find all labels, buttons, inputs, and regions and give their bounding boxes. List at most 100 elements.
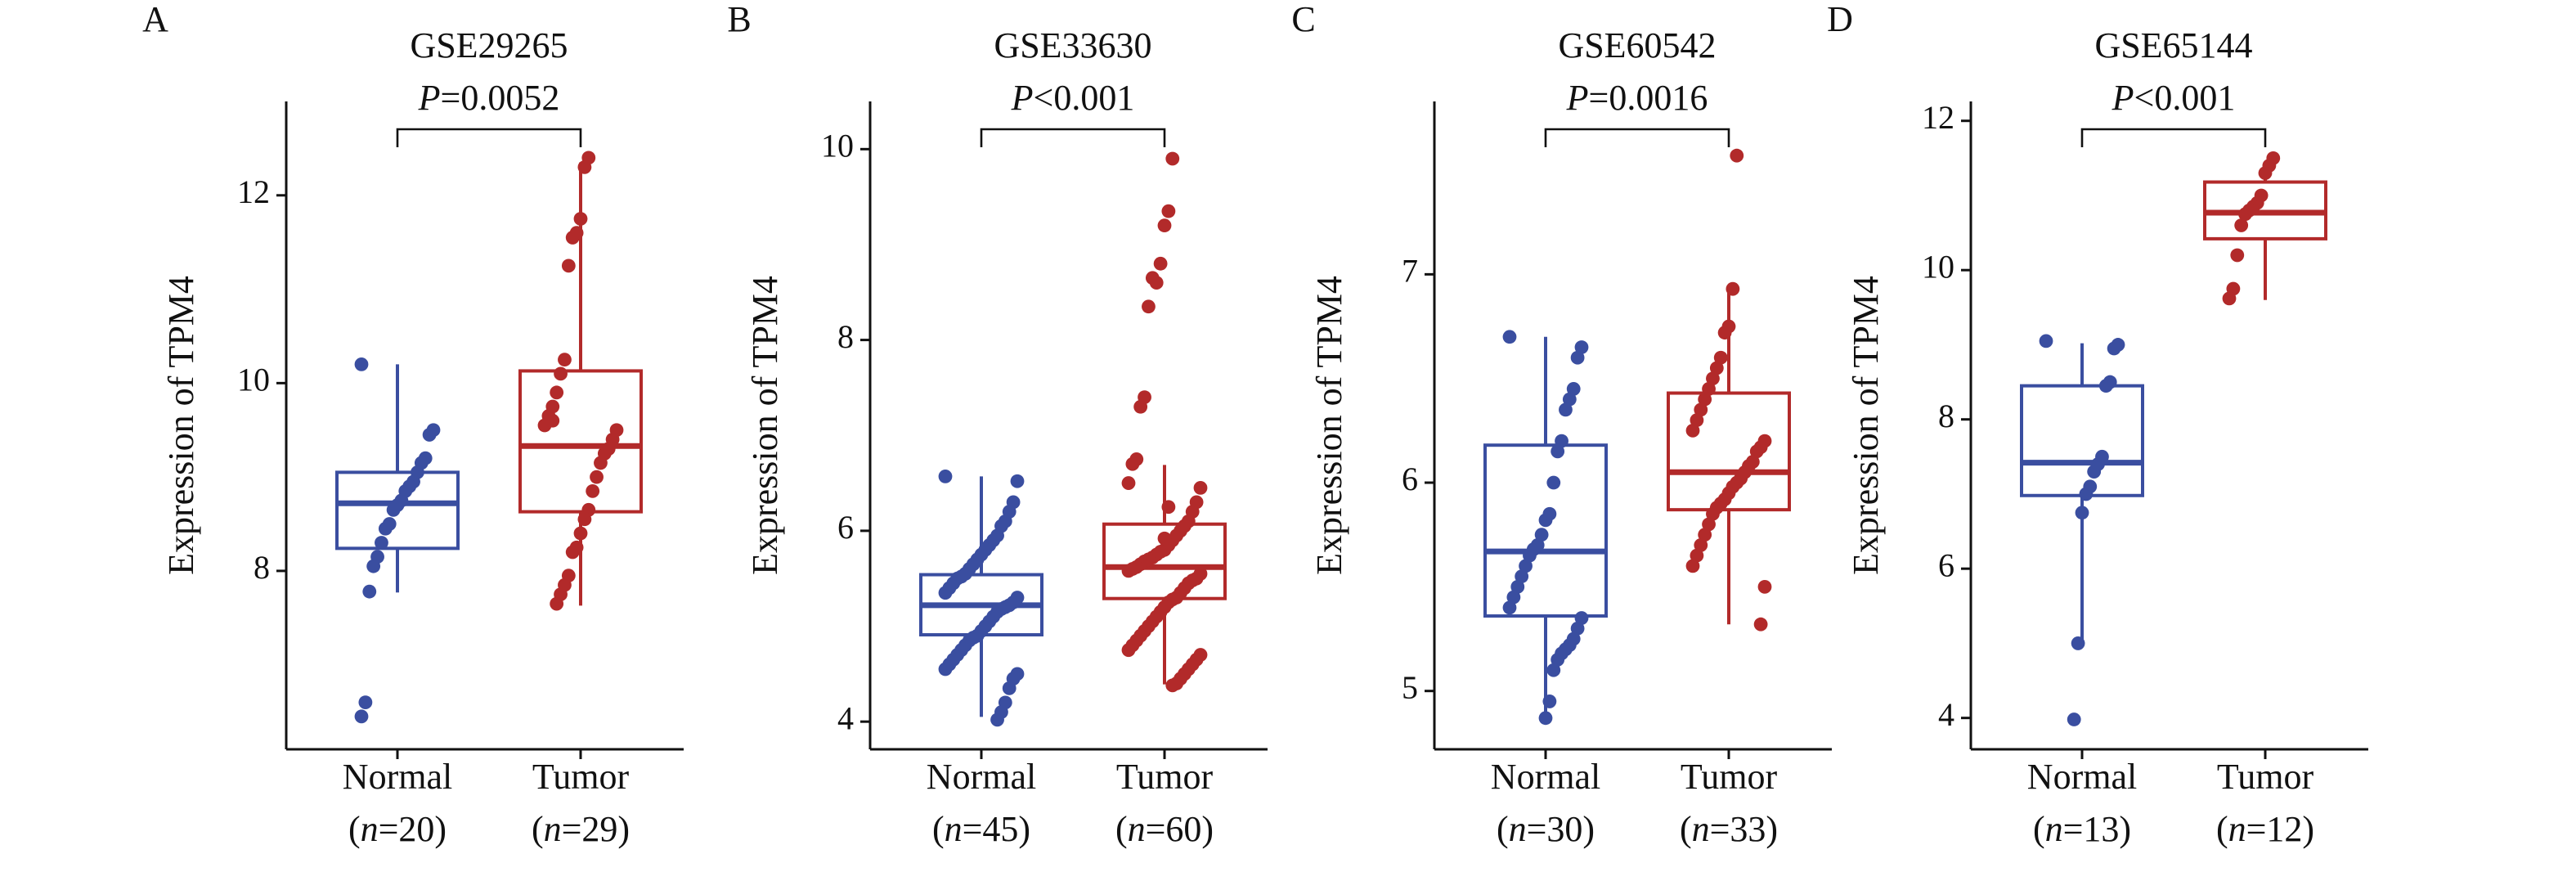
data-point: [1717, 326, 1732, 340]
sample-size-label: (n=60): [1115, 809, 1214, 849]
data-point: [1574, 611, 1589, 625]
text-part: n: [544, 809, 562, 849]
data-point: [1690, 413, 1704, 428]
y-tick-label: 8: [837, 318, 854, 355]
text-part: (: [2216, 809, 2228, 849]
data-point: [938, 586, 953, 600]
data-point: [1551, 444, 1565, 459]
data-point: [2107, 341, 2121, 356]
chart-title: GSE29265: [410, 25, 568, 65]
data-point: [1002, 681, 1016, 695]
chart-title: GSE65144: [2094, 25, 2252, 65]
data-point: [577, 512, 592, 527]
data-point: [354, 357, 369, 371]
text-part: n: [1509, 809, 1527, 849]
data-point: [565, 231, 580, 245]
data-point: [1157, 531, 1172, 546]
data-point: [2067, 712, 2081, 726]
data-point: [1515, 569, 1529, 584]
data-point: [1523, 548, 1537, 563]
text-part: n: [2228, 809, 2246, 849]
y-tick-label: 10: [1922, 248, 1954, 285]
data-point: [1534, 528, 1549, 542]
text-part: (: [1115, 809, 1128, 849]
data-point: [1153, 256, 1168, 271]
data-point: [354, 709, 369, 724]
y-tick-label: 6: [1938, 546, 1954, 583]
text-part: =20): [379, 809, 447, 849]
data-point: [1010, 474, 1025, 488]
data-point: [565, 545, 580, 560]
data-point: [561, 258, 576, 273]
panel-label: B: [727, 0, 751, 39]
text-part: =0.0052: [441, 78, 560, 118]
data-point: [1562, 392, 1577, 407]
data-point: [1753, 617, 1768, 632]
y-tick-label: 12: [237, 173, 270, 210]
data-point: [1574, 340, 1589, 354]
y-tick-label: 10: [237, 362, 270, 398]
text-part: (: [1497, 809, 1509, 849]
data-point: [2075, 506, 2089, 520]
text-part: n: [2045, 809, 2063, 849]
data-point: [366, 559, 381, 573]
data-point: [1121, 643, 1136, 658]
data-point: [1559, 402, 1573, 417]
data-point: [1570, 350, 1585, 365]
text-part: P: [418, 78, 441, 118]
significance-bracket: [1544, 128, 1730, 147]
data-point: [1690, 548, 1704, 563]
data-point: [1502, 600, 1517, 615]
data-point: [1538, 513, 1553, 528]
data-point: [1157, 218, 1172, 233]
box: [518, 369, 643, 514]
text-part: n: [361, 809, 379, 849]
text-part: (: [2033, 809, 2045, 849]
panel-label: C: [1291, 0, 1315, 39]
data-point: [1555, 434, 1568, 448]
chart-title: GSE33630: [994, 25, 1151, 65]
data-point: [2258, 166, 2273, 180]
data-point: [378, 521, 393, 536]
y-tick-label: 6: [837, 509, 854, 546]
data-point: [1685, 423, 1700, 438]
data-point: [362, 584, 377, 599]
significance-bracket: [980, 128, 1166, 147]
data-point: [577, 160, 592, 174]
data-point: [2238, 207, 2252, 222]
y-tick-label: 4: [1938, 696, 1954, 733]
data-point: [1694, 538, 1708, 552]
sample-size-label: (n=12): [2216, 809, 2314, 849]
data-point: [1506, 590, 1521, 605]
data-point: [554, 366, 568, 381]
data-point: [545, 413, 560, 428]
panel-label: D: [1827, 0, 1853, 39]
text-part: n: [1128, 809, 1146, 849]
x-tick-label: Tumor: [1681, 757, 1778, 797]
p-value: P<0.001: [1011, 78, 1135, 118]
text-part: =33): [1710, 809, 1778, 849]
data-point: [1757, 579, 1772, 594]
p-value: P=0.0016: [1566, 78, 1708, 118]
data-point: [550, 596, 564, 611]
text-part: =12): [2246, 809, 2314, 849]
sample-size-label: (n=13): [2033, 809, 2131, 849]
data-point: [1542, 694, 1557, 708]
data-point: [1142, 299, 1156, 314]
data-point: [590, 470, 604, 484]
data-point: [558, 353, 572, 367]
data-point: [1702, 517, 1716, 532]
y-tick-label: 6: [1402, 461, 1418, 497]
text-part: n: [1692, 809, 1710, 849]
y-tick-label: 8: [254, 549, 270, 586]
data-point: [1726, 281, 1740, 296]
data-point: [1165, 151, 1180, 166]
data-point: [2098, 379, 2113, 393]
data-point: [1546, 663, 1561, 677]
y-tick-label: 10: [821, 127, 854, 164]
data-point: [2230, 248, 2245, 263]
data-point: [1502, 330, 1517, 344]
text-part: <0.001: [1034, 78, 1135, 118]
data-point: [1546, 475, 1561, 490]
